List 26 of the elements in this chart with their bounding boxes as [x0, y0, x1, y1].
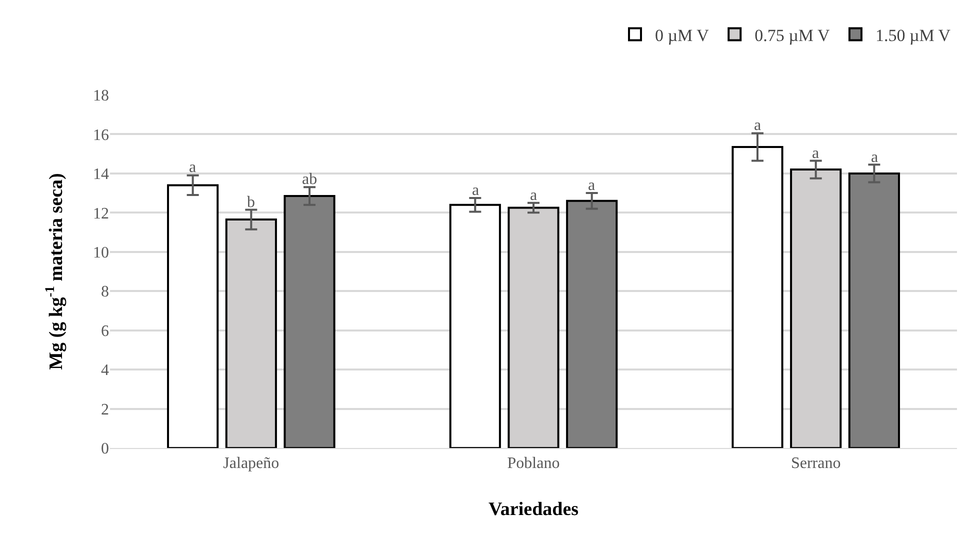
legend-label: 0 µM V [655, 26, 710, 45]
x-axis-title: Variedades [488, 499, 579, 520]
legend-label: 1.50 µM V [875, 26, 952, 45]
data-label: a [588, 177, 596, 194]
data-label: a [871, 149, 878, 166]
x-tick-label: Poblano [507, 455, 560, 472]
x-tick-label: Jalapeño [223, 455, 280, 472]
y-tick-label: 14 [93, 166, 109, 184]
y-tick-label: 2 [101, 401, 109, 418]
data-label: ab [302, 171, 318, 188]
data-label: b [247, 194, 255, 211]
data-label: a [530, 187, 538, 204]
x-tick-label: Serrano [790, 455, 841, 472]
data-label: a [189, 159, 196, 176]
legend-label: 0.75 µM V [754, 26, 830, 45]
y-tick-label: 10 [93, 244, 109, 262]
y-tick-label: 18 [93, 88, 109, 105]
y-tick-label: 12 [93, 205, 109, 222]
data-label: a [472, 182, 480, 199]
data-label: a [812, 145, 820, 162]
y-tick-label: 0 [101, 440, 109, 458]
data-label: a [754, 117, 762, 134]
y-tick-label: 4 [101, 362, 109, 380]
y-tick-label: 6 [101, 322, 109, 340]
y-tick-label: 16 [93, 126, 109, 144]
y-tick-label: 8 [101, 284, 109, 301]
